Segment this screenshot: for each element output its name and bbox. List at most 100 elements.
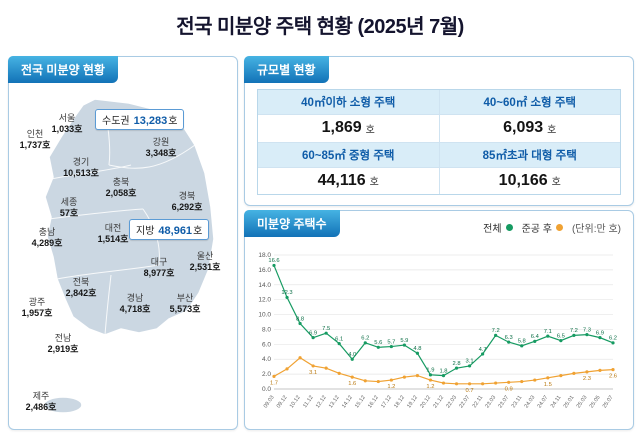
region-label: 제주 2,486호 <box>17 391 65 414</box>
svg-text:5.7: 5.7 <box>387 339 395 345</box>
svg-text:6.4: 6.4 <box>531 334 540 340</box>
region-label: 광주 1,957호 <box>13 297 61 320</box>
svg-text:15.12: 15.12 <box>354 395 367 410</box>
scale-label-cell: 40㎡이하 소형 주택 <box>258 90 439 114</box>
svg-text:6.9: 6.9 <box>309 330 317 336</box>
legend-label: 전체 <box>483 224 502 235</box>
region-label: 전남 2,919호 <box>39 333 87 356</box>
map-panel-header: 전국 미분양 현황 <box>8 56 118 83</box>
region-value: 2,919호 <box>47 344 79 355</box>
svg-text:11.12: 11.12 <box>302 395 315 409</box>
scale-unit: 호 <box>547 124 557 136</box>
svg-text:12.12: 12.12 <box>315 395 328 410</box>
svg-text:0.7: 0.7 <box>466 388 474 394</box>
svg-text:23.03: 23.03 <box>484 395 497 410</box>
scale-panel-header: 규모별 현황 <box>244 56 329 83</box>
svg-text:7.3: 7.3 <box>583 327 591 333</box>
chart-panel-header: 미분양 주택수 <box>244 210 340 237</box>
summary-value: 13,283 <box>133 115 168 127</box>
region-label: 전북 2,842호 <box>57 277 105 300</box>
region-label: 대전 1,514호 <box>89 223 137 246</box>
svg-text:20.12: 20.12 <box>419 395 432 410</box>
region-label: 대구 8,977호 <box>135 257 183 280</box>
svg-text:19.12: 19.12 <box>406 395 419 410</box>
svg-text:10.0: 10.0 <box>258 312 271 319</box>
scale-value: 1,869 <box>321 119 362 137</box>
svg-text:6.1: 6.1 <box>335 336 343 342</box>
svg-text:12.3: 12.3 <box>281 290 292 296</box>
region-value: 1,957호 <box>21 308 53 319</box>
svg-text:09.03: 09.03 <box>263 395 276 410</box>
svg-text:2.3: 2.3 <box>583 376 591 382</box>
region-label: 세종 57호 <box>45 197 93 220</box>
svg-text:4.0: 4.0 <box>262 356 271 363</box>
svg-text:7.1: 7.1 <box>544 329 552 335</box>
region-name: 대전 <box>104 223 122 233</box>
svg-text:5.9: 5.9 <box>400 338 408 344</box>
korea-mainland-shape <box>44 98 215 336</box>
region-name: 세종 <box>60 197 78 207</box>
svg-text:2.6: 2.6 <box>609 374 617 380</box>
region-label: 충북 2,058호 <box>97 177 145 200</box>
region-value: 1,033호 <box>51 124 83 135</box>
scale-status-panel: 규모별 현황 40㎡이하 소형 주택 40~60㎡ 소형 주택 1,869 호 6… <box>244 56 634 206</box>
region-label: 울산 2,531호 <box>181 251 229 274</box>
summary-label: 지방 <box>136 226 155 237</box>
svg-text:1.8: 1.8 <box>439 368 447 374</box>
region-name: 제주 <box>32 391 50 401</box>
region-value: 8,977호 <box>143 268 175 279</box>
svg-text:14.12: 14.12 <box>341 395 354 410</box>
scale-value-cell: 10,166 호 <box>439 167 620 194</box>
region-value: 2,486호 <box>25 402 57 413</box>
province-borders <box>48 108 196 336</box>
svg-text:2.0: 2.0 <box>262 371 271 378</box>
summary-box-provinces: 지방 48,961호 <box>129 219 210 240</box>
region-label: 강원 3,348호 <box>137 137 185 160</box>
legend-item-completed: 준공 후 <box>522 220 563 235</box>
svg-text:4.8: 4.8 <box>413 346 421 352</box>
scale-table: 40㎡이하 소형 주택 40~60㎡ 소형 주택 1,869 호 6,093 호 6… <box>257 89 621 195</box>
svg-text:17.12: 17.12 <box>380 395 393 410</box>
summary-label: 수도권 <box>102 116 130 127</box>
svg-text:6.2: 6.2 <box>361 336 369 342</box>
svg-text:7.2: 7.2 <box>492 328 500 334</box>
svg-text:7.5: 7.5 <box>322 326 330 332</box>
scale-value-cell: 44,116 호 <box>258 167 439 194</box>
scale-label-cell: 85㎡초과 대형 주택 <box>439 142 620 167</box>
region-label: 경북 6,292호 <box>163 191 211 214</box>
chart-unit-label: (단위:만 호) <box>571 224 621 235</box>
region-name: 울산 <box>196 251 214 261</box>
region-name: 충북 <box>112 177 130 187</box>
svg-text:5.8: 5.8 <box>518 339 526 345</box>
scale-unit: 호 <box>365 124 375 136</box>
region-value: 1,737호 <box>19 140 51 151</box>
jeju-island-shape <box>43 396 83 414</box>
scale-label-cell: 40~60㎡ 소형 주택 <box>439 90 620 114</box>
svg-text:22.03: 22.03 <box>445 395 458 410</box>
svg-text:24.11: 24.11 <box>550 395 563 409</box>
region-label: 인천 1,737호 <box>11 129 59 152</box>
scale-value: 44,116 <box>317 171 366 189</box>
legend-marker-total <box>505 224 513 231</box>
legend-item-total: 전체 <box>483 220 513 235</box>
region-name: 서울 <box>58 113 76 123</box>
svg-text:25.01: 25.01 <box>563 395 576 410</box>
svg-text:25.07: 25.07 <box>602 395 615 410</box>
summary-suffix: 호 <box>193 226 203 237</box>
svg-text:25.05: 25.05 <box>589 395 602 410</box>
region-name: 인천 <box>26 129 44 139</box>
scale-value-cell: 1,869 호 <box>258 115 439 142</box>
region-value: 3,348호 <box>145 148 177 159</box>
svg-text:3.1: 3.1 <box>466 359 474 365</box>
svg-text:4.0: 4.0 <box>348 352 356 358</box>
scale-value-cell: 6,093 호 <box>439 115 620 142</box>
region-name: 전남 <box>54 333 72 343</box>
svg-text:18.0: 18.0 <box>258 252 271 259</box>
svg-text:1.2: 1.2 <box>426 384 434 390</box>
region-value: 2,842호 <box>65 288 97 299</box>
svg-text:1.9: 1.9 <box>426 368 434 374</box>
region-name: 경남 <box>126 293 144 303</box>
national-unsold-panel: 전국 미분양 현황 서울 1,033호 인천 1,737호 경기 10,513호… <box>8 56 238 430</box>
region-name: 대구 <box>150 257 168 267</box>
summary-suffix: 호 <box>168 116 178 127</box>
